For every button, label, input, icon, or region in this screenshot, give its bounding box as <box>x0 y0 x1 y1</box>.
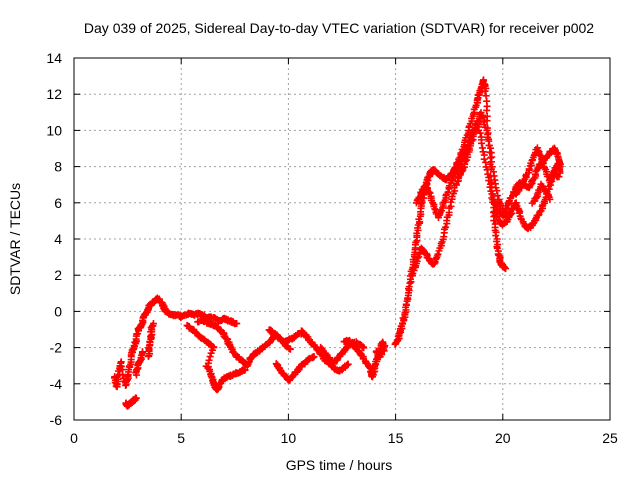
x-tick-label: 10 <box>281 430 297 446</box>
data-point <box>434 250 442 258</box>
data-point <box>480 155 488 163</box>
data-point <box>483 106 491 114</box>
y-tick-label: 0 <box>54 303 62 319</box>
data-point <box>556 169 564 177</box>
x-axis-label: GPS time / hours <box>286 457 393 473</box>
data-point <box>432 255 440 263</box>
x-tick-label: 20 <box>495 430 511 446</box>
data-point <box>436 208 444 216</box>
data-point <box>444 188 452 196</box>
y-tick-label: 4 <box>54 231 62 247</box>
data-point <box>149 320 157 328</box>
grid <box>74 58 610 420</box>
y-tick-label: 2 <box>54 267 62 283</box>
y-tick-labels: -6 -4 -2 0 2 4 6 8 10 12 14 <box>46 50 62 428</box>
data-point <box>473 117 481 125</box>
y-tick-label: -2 <box>50 340 63 356</box>
data-point <box>415 194 423 202</box>
data-point <box>448 193 456 201</box>
x-tick-label: 15 <box>388 430 404 446</box>
data-point <box>458 167 466 175</box>
data-point <box>488 163 496 171</box>
data-point <box>139 348 147 356</box>
data-point <box>413 254 421 262</box>
data-point <box>555 173 563 181</box>
data-point <box>489 196 497 204</box>
data-point <box>117 362 125 370</box>
data-point <box>344 360 352 368</box>
data-point <box>461 148 469 156</box>
data-point <box>426 189 434 197</box>
data-point <box>492 232 500 240</box>
x-tick-labels: 0 5 10 15 20 25 <box>70 430 618 446</box>
y-tick-label: -4 <box>50 376 63 392</box>
data-point <box>425 188 433 196</box>
data-point <box>286 345 294 353</box>
axis-ticks <box>73 57 611 421</box>
data-point <box>481 87 489 95</box>
data-point <box>207 349 215 357</box>
chart-title: Day 039 of 2025, Sidereal Day-to-day VTE… <box>84 20 594 36</box>
data-point <box>132 394 140 402</box>
data-point <box>534 164 542 172</box>
data-point <box>431 205 439 213</box>
data-point <box>484 133 492 141</box>
y-tick-label: -6 <box>50 412 63 428</box>
data-point <box>309 354 317 362</box>
data-point <box>546 195 554 203</box>
x-tick-label: 25 <box>602 430 618 446</box>
data-point <box>502 265 510 273</box>
y-tick-label: 12 <box>46 86 62 102</box>
data-point <box>310 353 318 361</box>
data-marks <box>111 76 564 410</box>
data-point <box>442 223 450 231</box>
data-point <box>206 353 214 361</box>
data-point <box>233 320 241 328</box>
data-point <box>479 148 487 156</box>
data-point <box>478 139 486 147</box>
data-point <box>536 208 544 216</box>
y-axis-label: SDTVAR / TECUs <box>7 183 23 295</box>
data-point <box>476 129 484 137</box>
x-tick-label: 5 <box>177 430 185 446</box>
data-point <box>493 187 501 195</box>
data-point <box>486 183 494 191</box>
data-point <box>485 177 493 185</box>
y-tick-label: 10 <box>46 122 62 138</box>
y-tick-label: 6 <box>54 195 62 211</box>
data-point <box>372 347 380 355</box>
y-tick-label: 8 <box>54 159 62 175</box>
data-point <box>534 146 542 154</box>
y-tick-label: 14 <box>46 50 62 66</box>
data-point <box>484 170 492 178</box>
x-tick-label: 0 <box>70 430 78 446</box>
data-point <box>360 344 368 352</box>
data-point <box>241 366 249 374</box>
